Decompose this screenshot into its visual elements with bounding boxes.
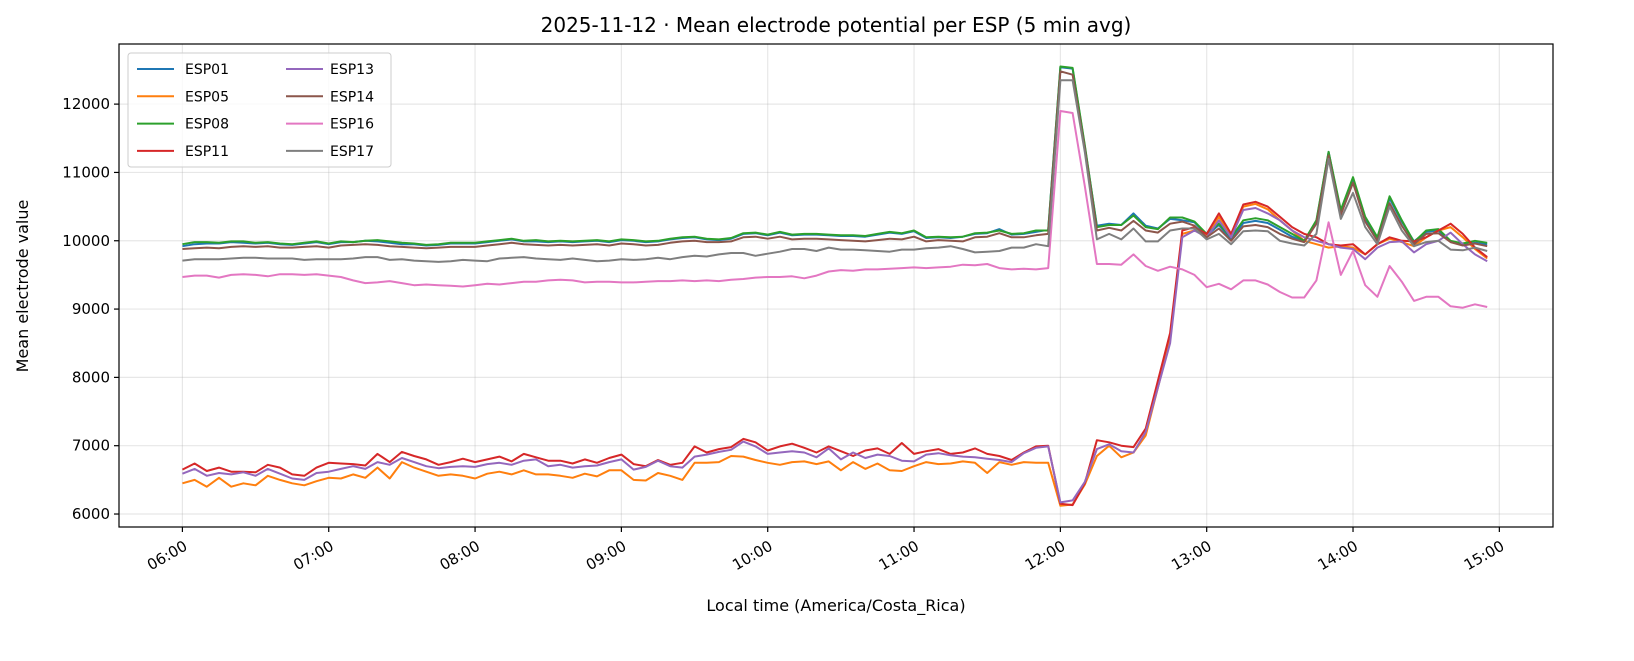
chart-title: 2025-11-12 · Mean electrode potential pe…: [541, 13, 1132, 37]
y-axis-ticks: 6000 7000 8000 9000 10000 11000 12000: [62, 95, 119, 523]
y-tick-label: 10000: [62, 232, 110, 250]
series-line-esp13: [182, 207, 1488, 504]
y-tick-label: 8000: [72, 368, 110, 386]
y-axis-label: Mean electrode value: [13, 200, 32, 373]
y-tick-label: 6000: [72, 505, 110, 523]
legend-label: ESP08: [185, 117, 229, 133]
legend-label: ESP16: [330, 117, 374, 133]
y-tick-label: 7000: [72, 437, 110, 455]
legend-label: ESP14: [330, 89, 374, 105]
legend-box: [127, 52, 392, 168]
series-lines: [181, 65, 1488, 507]
series-line-esp14: [182, 70, 1488, 250]
legend: ESP01 ESP05 ESP08 ESP11 ESP13 ESP14 ESP16 ESP17: [127, 52, 392, 168]
legend-label: ESP01: [185, 62, 229, 78]
legend-label: ESP17: [330, 144, 374, 160]
y-tick-label: 12000: [62, 95, 110, 113]
y-tick-label: 11000: [62, 163, 110, 181]
plot-frame: [118, 43, 1554, 528]
series-line-esp08: [182, 65, 1488, 246]
series-line-esp11: [181, 200, 1488, 507]
legend-label: ESP13: [330, 62, 374, 78]
legend-label: ESP11: [185, 144, 229, 160]
x-axis-label: Local time (America/Costa_Rica): [706, 596, 965, 616]
series-line-esp17: [182, 79, 1488, 263]
legend-label: ESP05: [185, 89, 229, 105]
series-line-esp05: [182, 202, 1488, 507]
y-tick-label: 9000: [72, 300, 110, 318]
series-line-esp16: [182, 110, 1488, 309]
